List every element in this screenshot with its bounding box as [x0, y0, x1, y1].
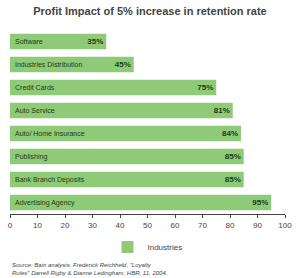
svg-text:Advertising Agency: Advertising Agency	[15, 199, 75, 207]
svg-text:Auto Service: Auto Service	[15, 107, 55, 114]
svg-text:45%: 45%	[115, 60, 131, 69]
svg-text:84%: 84%	[222, 129, 238, 138]
svg-text:85%: 85%	[225, 152, 241, 161]
svg-text:81%: 81%	[214, 106, 230, 115]
svg-text:60: 60	[171, 221, 180, 230]
svg-text:35%: 35%	[87, 37, 103, 46]
svg-text:70: 70	[198, 221, 207, 230]
svg-text:Software: Software	[15, 38, 43, 45]
svg-text:Industries: Industries	[148, 243, 183, 252]
svg-text:Credit Cards: Credit Cards	[15, 84, 55, 91]
svg-text:Industries Distribution: Industries Distribution	[15, 61, 82, 68]
svg-text:10: 10	[33, 221, 42, 230]
svg-text:0: 0	[8, 221, 13, 230]
svg-text:20: 20	[61, 221, 70, 230]
svg-text:Auto/ Home Insurance: Auto/ Home Insurance	[15, 130, 85, 137]
svg-text:90: 90	[253, 221, 262, 230]
svg-text:50: 50	[143, 221, 152, 230]
svg-text:Profit Impact of 5% increase i: Profit Impact of 5% increase in retentio…	[33, 5, 267, 17]
svg-text:Bank Branch Deposits: Bank Branch Deposits	[15, 176, 85, 184]
svg-text:40: 40	[116, 221, 125, 230]
svg-text:100: 100	[278, 221, 292, 230]
svg-text:95%: 95%	[252, 198, 268, 207]
svg-text:75%: 75%	[197, 83, 213, 92]
svg-text:30: 30	[88, 221, 97, 230]
svg-text:85%: 85%	[225, 175, 241, 184]
svg-text:Source: Bain analysis, Frederi: Source: Bain analysis, Frederick Reichhe…	[12, 262, 167, 276]
svg-text:80: 80	[226, 221, 235, 230]
svg-text:Publishing: Publishing	[15, 153, 47, 161]
